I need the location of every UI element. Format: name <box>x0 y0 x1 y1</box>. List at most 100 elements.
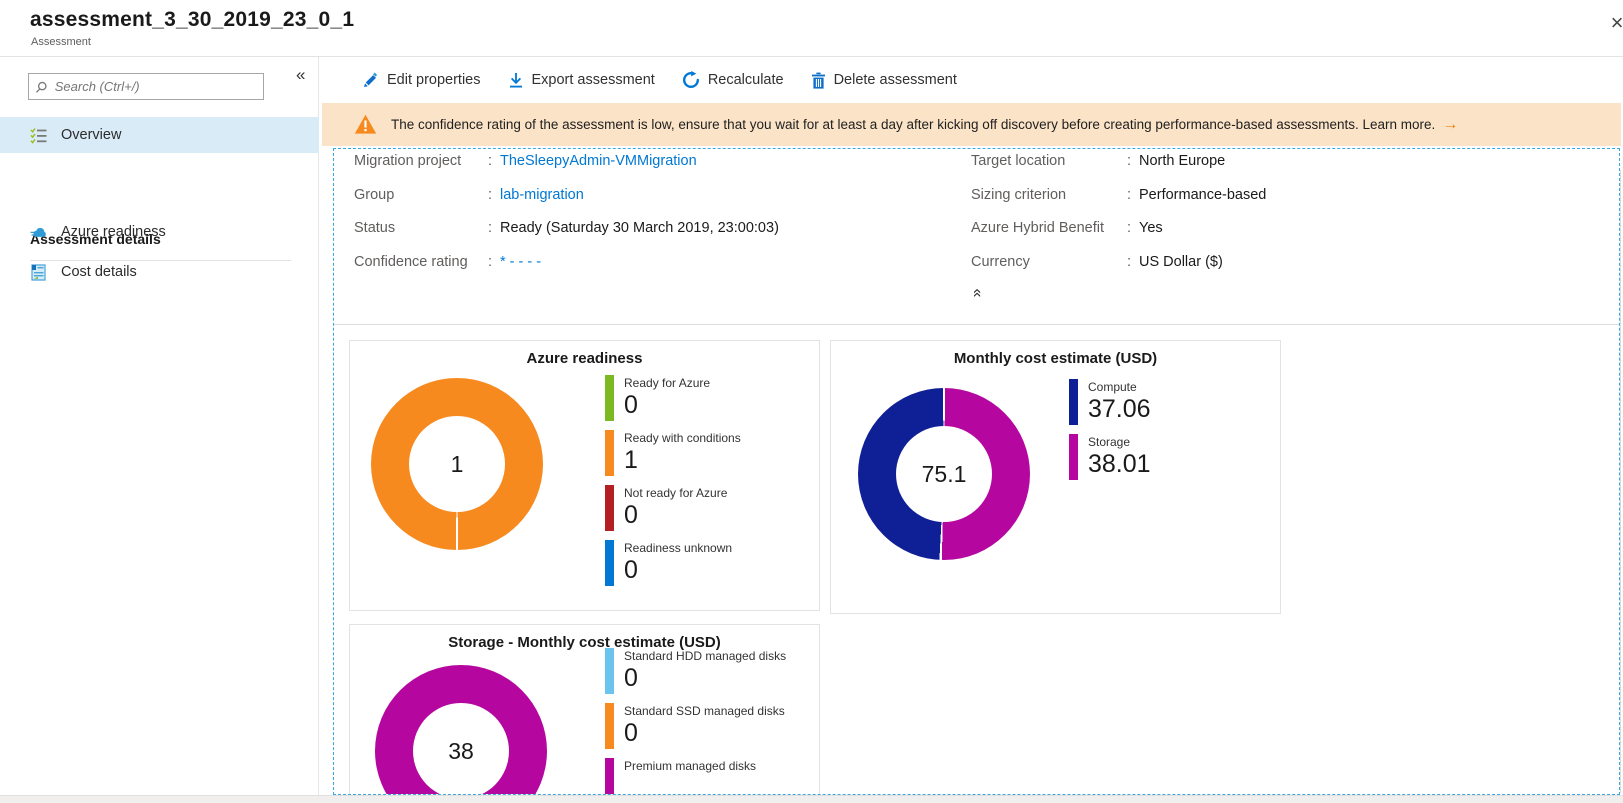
legend-label: Readiness unknown <box>624 541 732 556</box>
detail-separator: : <box>488 187 500 203</box>
warning-icon <box>354 114 377 135</box>
collapse-details-icon[interactable]: « <box>969 289 985 298</box>
edit-properties-button[interactable]: Edit properties <box>362 72 481 89</box>
detail-label: Azure Hybrid Benefit <box>971 220 1127 236</box>
detail-value-link[interactable]: lab-migration <box>500 187 584 203</box>
legend-color-bar <box>605 703 614 749</box>
close-icon[interactable]: × <box>1604 10 1623 36</box>
overview-icon <box>30 127 47 144</box>
storage-cost-card: Storage - Monthly cost estimate (USD) 38… <box>349 624 820 795</box>
download-icon <box>508 72 524 89</box>
legend-label: Ready with conditions <box>624 431 741 446</box>
toolbar-button-label: Export assessment <box>532 72 655 88</box>
legend-label: Not ready for Azure <box>624 486 727 501</box>
donut-center-value: 1 <box>451 451 464 478</box>
sidebar-item-overview[interactable]: Overview <box>0 117 319 153</box>
recalculate-button[interactable]: Recalculate <box>682 71 784 89</box>
donut-hole: 75.1 <box>896 426 992 522</box>
detail-row: Confidence rating:* - - - - <box>354 254 914 288</box>
cloud-icon <box>30 224 47 241</box>
delete-assessment-button[interactable]: Delete assessment <box>811 72 957 89</box>
detail-value: North Europe <box>1139 153 1225 169</box>
arrow-right-icon[interactable]: → <box>1442 116 1458 134</box>
search-icon <box>35 80 48 94</box>
legend-color-bar <box>605 485 614 531</box>
detail-label: Sizing criterion <box>971 187 1127 203</box>
legend-label: Standard HDD managed disks <box>624 649 786 664</box>
legend-value: 1 <box>624 446 741 475</box>
vertical-scrollbar-track[interactable] <box>1620 170 1621 793</box>
detail-label: Migration project <box>354 153 488 169</box>
detail-row: Currency:US Dollar ($) <box>971 254 1531 288</box>
detail-value: Yes <box>1139 220 1163 236</box>
legend-label: Ready for Azure <box>624 376 710 391</box>
chart-title: Azure readiness <box>350 350 819 367</box>
chart-title: Monthly cost estimate (USD) <box>831 350 1280 367</box>
warning-banner: The confidence rating of the assessment … <box>322 103 1621 146</box>
banner-message: The confidence rating of the assessment … <box>391 117 1435 132</box>
legend-value: 0 <box>624 501 727 530</box>
legend-color-bar <box>1069 379 1078 425</box>
page-subtitle: Assessment <box>31 36 91 48</box>
detail-separator: : <box>488 220 500 236</box>
legend-item: Not ready for Azure0 <box>605 485 741 531</box>
sidebar: « Overview Assessment details Azure read… <box>0 57 319 795</box>
legend-value: 0 <box>624 719 785 748</box>
donut-hole: 1 <box>409 416 505 512</box>
legend-color-bar <box>605 430 614 476</box>
donut-hole: 38 <box>413 703 509 795</box>
toolbar: Edit properties Export assessment Recalc… <box>320 57 1623 103</box>
chart-legend: Standard HDD managed disks0Standard SSD … <box>605 648 786 795</box>
detail-value-link[interactable]: TheSleepyAdmin-VMMigration <box>500 153 697 169</box>
detail-row: Migration project:TheSleepyAdmin-VMMigra… <box>354 153 914 187</box>
donut-center-value: 38 <box>448 738 474 765</box>
legend-value: 0 <box>624 664 786 693</box>
legend-value: 0 <box>624 391 710 420</box>
detail-separator: : <box>488 254 500 270</box>
toolbar-button-label: Recalculate <box>708 72 784 88</box>
detail-value-link[interactable]: * - - - - <box>500 254 541 270</box>
detail-label: Group <box>354 187 488 203</box>
sidebar-item-label: Overview <box>61 127 121 143</box>
legend-value: 37.06 <box>1088 395 1151 424</box>
export-assessment-button[interactable]: Export assessment <box>508 72 655 89</box>
legend-color-bar <box>605 375 614 421</box>
sidebar-item-azure-readiness[interactable]: Azure readiness <box>0 214 319 250</box>
chart-legend: Ready for Azure0Ready with conditions1No… <box>605 375 741 595</box>
legend-label: Storage <box>1088 435 1151 450</box>
toolbar-button-label: Edit properties <box>387 72 481 88</box>
toolbar-button-label: Delete assessment <box>834 72 957 88</box>
sidebar-item-label: Azure readiness <box>61 224 166 240</box>
donut-center-value: 75.1 <box>922 461 967 488</box>
detail-row: Sizing criterion:Performance-based <box>971 187 1531 221</box>
detail-separator: : <box>1127 220 1139 236</box>
legend-item: Ready for Azure0 <box>605 375 741 421</box>
cost-document-icon <box>30 264 47 281</box>
detail-row: Group:lab-migration <box>354 187 914 221</box>
page-title: assessment_3_30_2019_23_0_1 <box>30 8 354 32</box>
detail-label: Currency <box>971 254 1127 270</box>
legend-item: Standard HDD managed disks0 <box>605 648 786 694</box>
search-input[interactable] <box>55 79 257 94</box>
chart-legend: Compute37.06 Storage38.01 <box>1069 379 1151 489</box>
legend-item: Premium managed disks <box>605 758 786 795</box>
legend-label: Premium managed disks <box>624 759 756 774</box>
legend-label: Standard SSD managed disks <box>624 704 785 719</box>
sidebar-item-cost-details[interactable]: Cost details <box>0 254 319 290</box>
legend-item: Ready with conditions1 <box>605 430 741 476</box>
legend-color-bar <box>1069 434 1078 480</box>
detail-row: Target location:North Europe <box>971 153 1531 187</box>
detail-separator: : <box>1127 153 1139 169</box>
search-box[interactable] <box>28 73 264 100</box>
detail-label: Confidence rating <box>354 254 488 270</box>
details-left-column: Migration project:TheSleepyAdmin-VMMigra… <box>354 153 914 287</box>
legend-item: Readiness unknown0 <box>605 540 741 586</box>
legend-value: 38.01 <box>1088 450 1151 479</box>
learn-more-link[interactable]: Learn more. <box>1363 117 1436 132</box>
detail-label: Target location <box>971 153 1127 169</box>
sidebar-collapse-icon[interactable]: « <box>296 65 305 85</box>
detail-separator: : <box>488 153 500 169</box>
legend-item: Compute37.06 <box>1069 379 1151 425</box>
azure-readiness-card: Azure readiness 1 Ready for Azure0Ready … <box>349 340 820 611</box>
legend-value: 0 <box>624 556 732 585</box>
